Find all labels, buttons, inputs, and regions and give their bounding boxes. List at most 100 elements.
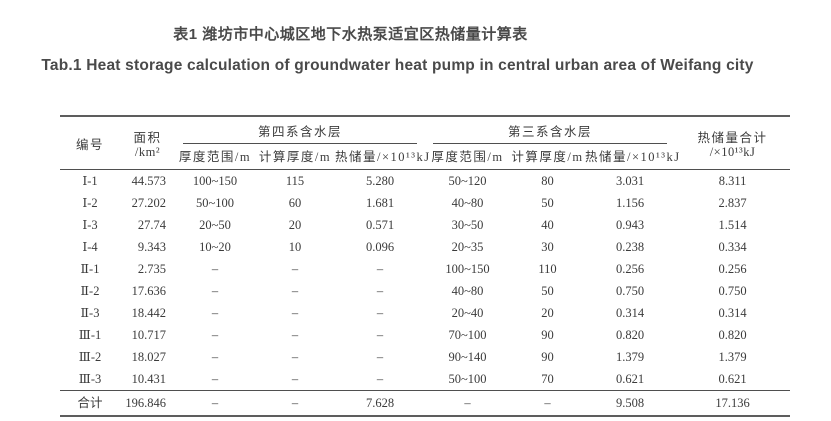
cell-t-calc-thickness: 50 [541,196,554,210]
cell-row-id: Ⅱ-1 [80,262,100,276]
cell-t-calc-thickness: 80 [541,174,554,188]
cell-t-calc-thickness: 20 [541,306,554,320]
cell-t-calc-thickness: 90 [541,328,554,342]
cell-q-calc-thickness: – [255,390,335,416]
header-id: 编号 [60,116,120,170]
cell-heat-storage-total: 17.136 [675,390,791,416]
header-area-line1: 面积 [133,130,162,145]
cell-q-thickness-range: – [211,350,219,364]
cell-q-heat-storage: 1.681 [365,196,395,210]
header-heat-storage-total-line2: /×10¹³kJ [709,144,756,159]
cell-q-heat-storage: – [376,328,384,342]
cell-area: 17.636 [131,284,166,298]
cell-t-heat-storage: 3.031 [615,174,645,188]
cell-heat-storage-total: 0.750 [718,284,747,298]
cell-area: 196.846 [120,390,175,416]
cell-row-id: Ⅱ-3 [80,306,100,320]
cell-heat-storage-total: 1.379 [718,350,747,364]
header-q-heat-storage: 热储量/×10¹³kJ [335,144,429,170]
cell-t-thickness-range: – [425,390,511,416]
cell-q-thickness-range: – [211,262,219,276]
cell-q-heat-storage: 0.096 [365,240,395,254]
cell-q-calc-thickness: – [291,284,299,298]
heat-storage-table: 编号 面积 /km² 第四系含水层 第三系含水层 热储量合计 /×10¹³kJ … [60,115,791,417]
cell-t-heat-storage: 0.256 [615,262,645,276]
heat-storage-table-container: 编号 面积 /km² 第四系含水层 第三系含水层 热储量合计 /×10¹³kJ … [60,115,791,417]
cell-q-heat-storage: 7.628 [335,390,426,416]
cell-area: 18.027 [131,350,166,364]
cell-t-thickness-range: 20~40 [451,306,484,320]
cell-q-calc-thickness: 10 [288,240,302,254]
table-row: Ⅱ-3 18.442 – – – 20~40 20 0.314 0.314 [60,302,790,324]
table-row: Ⅰ-1 44.573 100~150 115 5.280 50~120 80 3.031 8… [60,170,790,193]
cell-t-thickness-range: 30~50 [451,218,484,232]
header-q-calc-thickness: 计算厚度/m [255,144,335,170]
cell-q-thickness-range: 50~100 [195,196,234,210]
cell-q-thickness-range: 20~50 [199,218,231,232]
cell-q-heat-storage: – [376,284,384,298]
cell-area: 27.74 [137,218,166,232]
cell-t-thickness-range: 50~100 [448,372,487,386]
cell-row-id: 合计 [60,390,120,416]
cell-q-heat-storage: – [376,306,384,320]
table-total-row: 合计 196.846– –7.628– –9.508 17.136 [60,390,791,416]
cell-t-calc-thickness: 40 [541,218,554,232]
header-t-heat-storage: 热储量/×10¹³kJ [585,144,679,170]
cell-q-heat-storage: 0.571 [365,218,395,232]
cell-area: 9.343 [137,240,166,254]
table-row: Ⅱ-2 17.636 – – – 40~80 50 0.750 0.750 [60,280,790,302]
cell-t-heat-storage: 0.238 [615,240,645,254]
cell-q-calc-thickness: – [291,372,299,386]
table-caption-chinese: 表1 潍坊市中心城区地下水热泵适宜区热储量计算表 [173,26,528,43]
table-row: Ⅲ-2 18.027 – – – 90~140 90 1.379 1.379 [60,346,790,368]
header-t-calc-thickness: 计算厚度/m [510,144,586,170]
cell-q-heat-storage: – [376,350,384,364]
cell-heat-storage-total: 1.514 [718,218,747,232]
cell-q-thickness-range: – [211,372,219,386]
table-caption-english: Tab.1 Heat storage calculation of ground… [41,57,754,74]
header-heat-storage-total: 热储量合计 /×10¹³kJ [675,116,791,170]
cell-heat-storage-total: 8.311 [718,174,747,188]
cell-row-id: Ⅱ-2 [80,284,100,298]
cell-area: 10.717 [131,328,166,342]
cell-heat-storage-total: 0.334 [718,240,747,254]
cell-t-calc-thickness: – [510,390,586,416]
table-row: Ⅰ-3 27.74 20~50 20 0.571 30~50 40 0.943 1.514 [60,214,790,236]
table-row: Ⅱ-1 2.735 – – – 100~150 110 0.256 0.256 [60,258,790,280]
cell-area: 27.202 [131,196,166,210]
cell-area: 44.573 [131,174,166,188]
header-group-quaternary-aquifer: 第四系含水层 [175,116,425,144]
cell-q-thickness-range: 10~20 [199,240,231,254]
cell-t-thickness-range: 20~35 [451,240,484,254]
cell-t-thickness-range: 50~120 [448,174,487,188]
cell-row-id: Ⅲ-3 [78,372,102,386]
cell-t-thickness-range: 90~140 [448,350,487,364]
cell-t-heat-storage: 0.314 [615,306,645,320]
cell-area: 18.442 [131,306,166,320]
table-row: Ⅲ-1 10.717 – – – 70~100 90 0.820 0.820 [60,324,790,346]
cell-q-calc-thickness: 20 [288,218,302,232]
cell-t-thickness-range: 40~80 [451,284,484,298]
cell-t-heat-storage: 0.621 [615,372,645,386]
cell-t-calc-thickness: 110 [538,262,557,276]
cell-row-id: Ⅰ-4 [82,240,98,254]
cell-heat-storage-total: 0.256 [718,262,747,276]
cell-t-calc-thickness: 50 [541,284,554,298]
cell-t-thickness-range: 70~100 [448,328,487,342]
header-group-tertiary-aquifer: 第三系含水层 [425,116,675,144]
cell-row-id: Ⅰ-2 [82,196,98,210]
cell-heat-storage-total: 0.621 [718,372,747,386]
table-row: Ⅲ-3 10.431 – – – 50~100 70 0.621 0.621 [60,368,790,391]
cell-q-thickness-range: – [211,284,219,298]
cell-t-heat-storage: 9.508 [585,390,676,416]
cell-row-id: Ⅲ-2 [78,350,102,364]
header-area-line2: /km² [134,144,161,159]
cell-q-calc-thickness: – [291,328,299,342]
header-area: 面积 /km² [120,116,175,170]
cell-area: 2.735 [137,262,166,276]
cell-t-calc-thickness: 70 [541,372,554,386]
cell-t-heat-storage: 0.750 [615,284,645,298]
cell-t-thickness-range: 100~150 [445,262,490,276]
cell-q-calc-thickness: 60 [288,196,302,210]
cell-area: 10.431 [131,372,166,386]
